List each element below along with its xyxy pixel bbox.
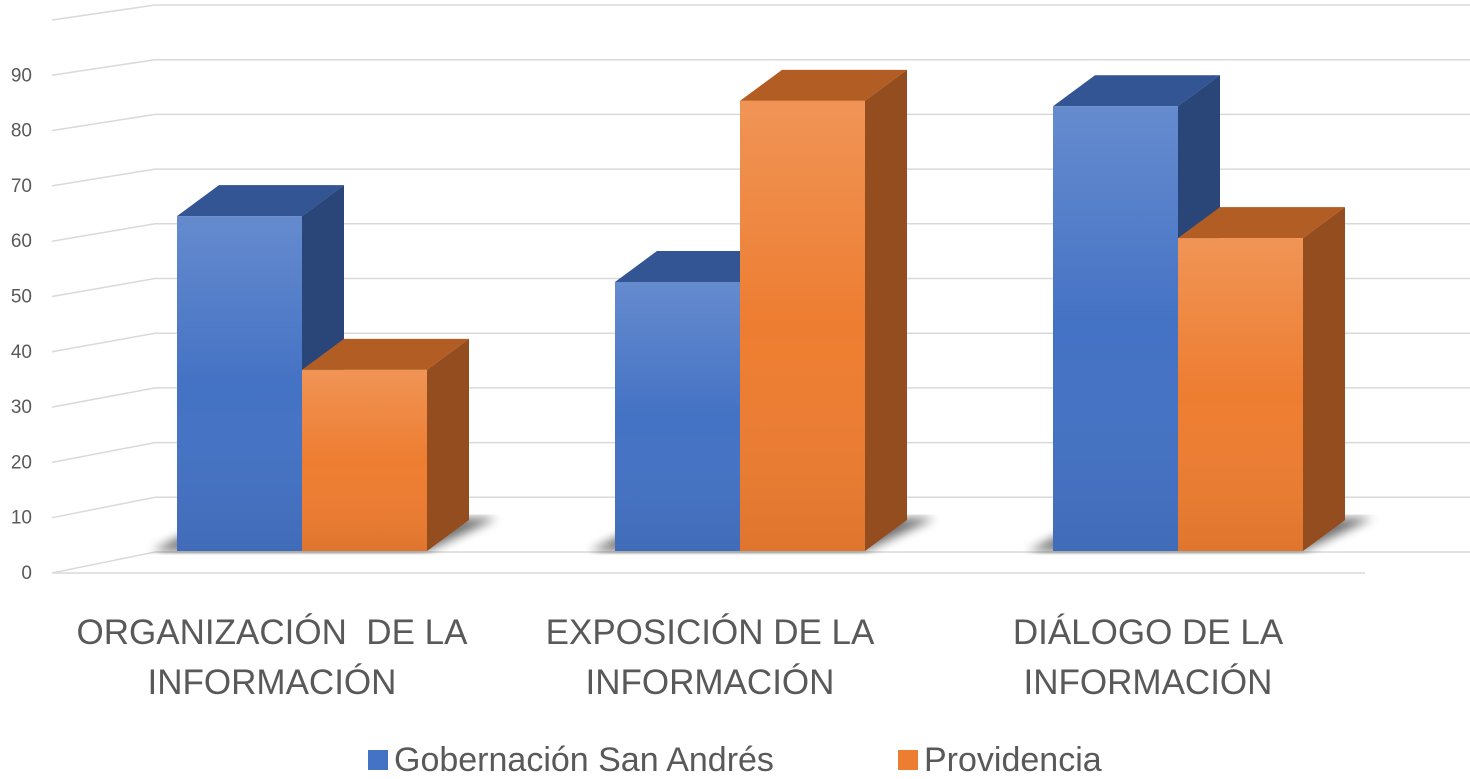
- bar-top: [740, 69, 907, 101]
- grid-line: [51, 113, 1470, 132]
- bar-top: [1178, 207, 1345, 239]
- bar-gloss: [740, 100, 865, 551]
- bar-side-shade: [865, 69, 907, 551]
- bar-top-shade: [1178, 207, 1345, 239]
- x-tick-label-line: INFORMACIÓN: [148, 663, 397, 702]
- y-tick-label: 80: [11, 121, 32, 142]
- grid-line: [51, 387, 1470, 408]
- y-tick-label: 0: [21, 563, 32, 584]
- x-tick-label-line: INFORMACIÓN: [1024, 663, 1273, 702]
- x-tick-label: EXPOSICIÓN DE LA INFORMACIÓN: [546, 613, 875, 702]
- legend-label: Gobernación San Andrés: [394, 741, 774, 779]
- bar-gloss: [302, 369, 427, 551]
- bar-top-shade: [177, 185, 344, 217]
- x-tick-label-line: EXPOSICIÓN DE LA: [546, 613, 875, 652]
- bar-top: [1053, 75, 1220, 107]
- grid-line: [51, 277, 1470, 298]
- bar-side: [427, 338, 469, 551]
- bar-top-shade: [740, 69, 907, 101]
- x-tick-label-line: ORGANIZACIÓN DE LA: [77, 613, 469, 652]
- legend-swatch: [898, 750, 918, 770]
- y-tick-label: 50: [11, 287, 32, 308]
- y-tick-label: 40: [11, 342, 32, 363]
- legend-label: Providencia: [924, 741, 1102, 779]
- grid-line: [51, 223, 1470, 242]
- grid-line: [51, 496, 1470, 519]
- y-tick-label: 90: [11, 65, 32, 86]
- bar-top: [302, 338, 469, 370]
- x-tick-label: ORGANIZACIÓN DE LA INFORMACIÓN: [77, 613, 469, 702]
- bar-gloss: [615, 281, 740, 551]
- bar-side: [865, 69, 907, 551]
- x-tick-label: DIÁLOGO DE LA INFORMACIÓN: [1013, 613, 1284, 702]
- grid-line: [51, 58, 1470, 77]
- bar-top: [177, 185, 344, 217]
- y-tick-label: 70: [11, 176, 32, 197]
- grid-line: [51, 441, 1470, 464]
- bar-gloss: [177, 216, 302, 552]
- legend-swatch: [368, 750, 388, 770]
- bar-gloss: [1053, 106, 1178, 551]
- x-tick-label-line: DIÁLOGO DE LA: [1013, 613, 1284, 652]
- grid-border: [51, 4, 156, 21]
- y-tick-label: 10: [11, 508, 32, 529]
- bar-top-shade: [1053, 75, 1220, 107]
- bar-gloss: [1178, 238, 1303, 551]
- bar-side: [1303, 207, 1345, 551]
- x-tick-label-line: INFORMACIÓN: [586, 663, 835, 702]
- grid-line: [51, 551, 1470, 574]
- bar-side-shade: [1303, 207, 1345, 551]
- bar-side-shade: [427, 338, 469, 551]
- grid-line: [51, 168, 1470, 187]
- grid-line: [51, 332, 1470, 353]
- bar-top-shade: [302, 338, 469, 370]
- y-tick-label: 30: [11, 397, 32, 418]
- y-tick-label: 60: [11, 231, 32, 252]
- y-tick-label: 20: [11, 452, 32, 473]
